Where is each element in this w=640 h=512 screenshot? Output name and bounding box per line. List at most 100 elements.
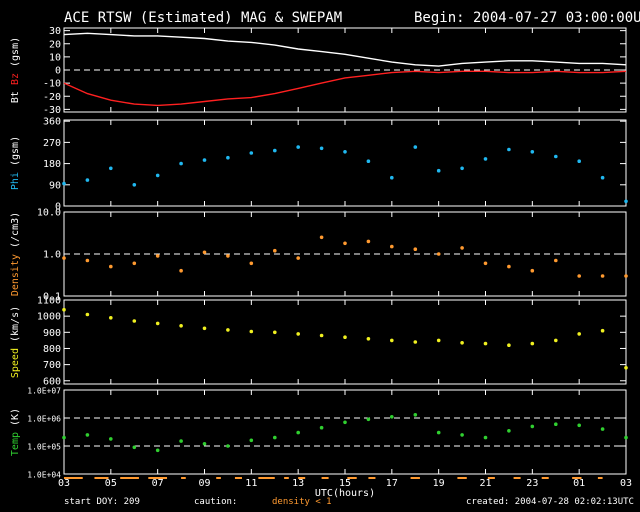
y-tick-label-phi: 0 (55, 202, 61, 213)
y-axis-label-part: Temp (10, 432, 21, 456)
data-point-phi (600, 175, 605, 180)
y-tick-label-temp: 1.0E+05 (27, 443, 61, 452)
data-point-temp (343, 420, 347, 425)
y-tick-label-speed: 600 (43, 376, 61, 387)
data-point-density (273, 248, 277, 253)
data-point-speed (507, 343, 511, 348)
y-tick-label-phi: 270 (43, 138, 61, 149)
data-point-density (507, 264, 511, 269)
y-axis-label-density: Density (/cm3) (10, 212, 21, 296)
y-tick-label-temp: 1.0E+06 (27, 415, 61, 424)
data-point-temp (436, 430, 441, 435)
data-point-phi (577, 159, 581, 163)
caution-mark (572, 477, 582, 479)
y-tick-label-temp: 1.0E+04 (27, 471, 61, 480)
x-axis-label: UTC(hours) (315, 488, 375, 499)
data-point-temp (530, 424, 535, 429)
y-tick-label-density: 0.1 (43, 292, 61, 303)
data-point-density (249, 261, 254, 266)
data-point-phi (624, 199, 628, 204)
data-point-speed (624, 366, 628, 370)
data-point-density (296, 256, 301, 260)
data-point-speed (109, 316, 113, 320)
caution-mark (148, 477, 168, 479)
y-tick-label-density: 1.0 (43, 250, 61, 261)
y-tick-label-density: 10.0 (37, 208, 61, 219)
data-point-temp (62, 435, 66, 440)
caution-mark (457, 477, 467, 479)
data-point-density (202, 250, 207, 255)
data-point-density (155, 254, 160, 258)
data-point-temp (296, 430, 301, 435)
data-point-speed (554, 338, 558, 343)
data-point-phi (296, 145, 301, 149)
data-point-phi (202, 158, 207, 162)
series-line-bz (63, 70, 627, 107)
y-axis-label-part: (K) (10, 408, 21, 432)
caution-mark (120, 477, 139, 479)
y-axis-label-part: (/cm3) (10, 212, 21, 254)
data-point-speed (296, 332, 301, 336)
data-point-speed (600, 328, 605, 333)
caution-mark (234, 477, 242, 479)
data-point-speed (85, 312, 90, 317)
y-axis-label-temp: Temp (K) (10, 408, 21, 456)
y-tick-label-speed: 800 (43, 344, 61, 355)
data-point-temp (577, 423, 581, 428)
data-point-phi (85, 178, 90, 182)
data-point-phi (436, 168, 441, 173)
data-point-speed (62, 307, 66, 312)
y-tick-label-phi: 180 (43, 159, 61, 170)
data-point-phi (554, 154, 558, 159)
data-point-speed (577, 332, 581, 336)
y-tick-label-temp: 1.0E+07 (27, 387, 61, 396)
y-tick-label-phi: 90 (49, 180, 61, 191)
data-point-speed (343, 335, 347, 340)
data-point-phi (109, 166, 113, 171)
x-tick-label: 21 (479, 478, 491, 489)
data-point-density (460, 246, 464, 250)
y-axis-label-part: (km/s) (10, 306, 21, 348)
data-point-density (85, 258, 90, 263)
data-point-speed (390, 338, 394, 343)
x-tick-label: 15 (339, 478, 351, 489)
plot-title: ACE RTSW (Estimated) MAG & SWEPAM (64, 10, 343, 26)
data-point-phi (155, 173, 160, 178)
data-point-speed (226, 328, 230, 332)
data-point-density (132, 261, 137, 266)
y-tick-label-phi: 360 (43, 117, 61, 128)
data-point-density (343, 241, 347, 246)
data-point-phi (319, 146, 324, 151)
caution-mark (541, 477, 549, 479)
data-point-phi (343, 150, 347, 154)
panel-frame-phi (63, 119, 627, 207)
y-tick-label-speed: 1100 (37, 296, 61, 307)
data-point-density (554, 258, 558, 263)
data-point-temp (507, 429, 511, 433)
y-tick-label-speed: 900 (43, 328, 61, 339)
data-point-temp (319, 425, 324, 430)
data-point-temp (132, 445, 137, 450)
data-point-speed (249, 329, 254, 334)
x-tick-label: 23 (526, 478, 538, 489)
y-axis-label-part: (gsm) (10, 136, 21, 172)
data-point-phi (366, 159, 371, 163)
data-point-phi (273, 148, 277, 153)
data-point-speed (460, 341, 464, 345)
data-point-temp (226, 444, 230, 448)
data-point-temp (366, 417, 371, 422)
y-axis-label-part: (gsm) (10, 37, 21, 73)
caution-mark (321, 477, 329, 479)
caution-mark (284, 477, 289, 479)
data-point-temp (202, 442, 207, 446)
x-tick-label: 03 (58, 478, 70, 489)
caution-label: caution: (194, 497, 238, 507)
x-tick-label: 01 (573, 478, 585, 489)
y-axis-label-part: Density (10, 254, 21, 296)
data-point-density (390, 244, 394, 249)
data-point-phi (249, 151, 254, 155)
data-point-phi (132, 183, 137, 187)
density-caution-note: density < 1 (272, 497, 332, 507)
data-point-speed (155, 321, 160, 326)
